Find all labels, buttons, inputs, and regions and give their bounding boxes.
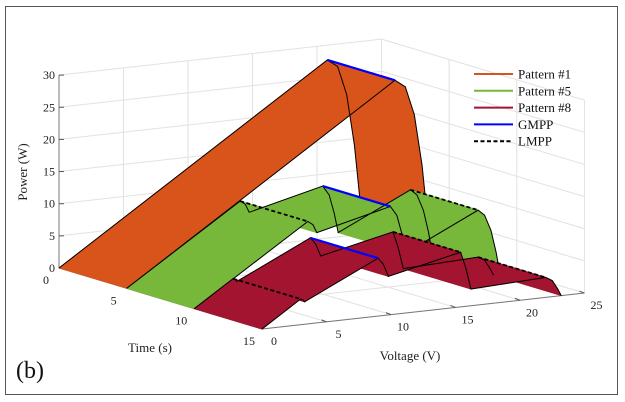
legend-item: LMPP [474,134,552,149]
z-tick-label: 20 [43,132,55,146]
z-tick-label: 30 [43,68,55,82]
legend-label: LMPP [518,134,552,149]
x-axis-line [261,292,585,330]
tick-labels: 0 5 10 15 20 25 30 0 5 10 15 0 5 10 15 20 25 [43,68,602,348]
legend-label: GMPP [518,117,553,132]
y-axis-title: Time (s) [128,340,172,355]
surfaces [58,58,563,330]
x-tick-mark [514,297,521,301]
legend-label: Pattern #8 [518,100,571,115]
gmpp-line [322,185,391,208]
series-pattern-8 [193,231,563,330]
z-tick-label: 25 [43,100,55,114]
z-tick-label: 15 [43,165,55,179]
lmpp-line [239,200,309,223]
grid [58,38,585,330]
curve-edge [126,185,433,289]
x-tick-mark [450,304,456,308]
panel-label: (b) [16,358,44,384]
y-tick-label: 0 [43,273,49,287]
x-tick-label: 25 [590,298,602,312]
lmpp-line [392,231,461,254]
x-tick-label: 5 [335,327,341,341]
gmpp-line [327,58,396,82]
x-tick-label: 0 [271,334,277,348]
lmpp-line [410,188,479,212]
legend-item: Pattern #1 [474,67,571,82]
z-tick-label: 10 [43,197,55,211]
legend-label: Pattern #5 [518,83,571,98]
x-tick-mark [579,290,585,294]
lmpp-line [477,256,547,279]
legend-item: Pattern #8 [474,100,571,115]
x-tick-mark [385,312,392,316]
z-tick-label: 0 [49,261,55,275]
legend-label: Pattern #1 [518,67,571,82]
gridline [58,38,382,76]
x-axis-title: Voltage (V) [380,348,441,363]
x-tick-label: 20 [526,305,538,319]
x-tick-mark [321,319,327,323]
y-tick-label: 10 [175,314,187,328]
gridline [381,102,585,165]
legend-item: Pattern #5 [474,83,571,98]
curve-edge [261,251,562,330]
x-tick-label: 10 [397,320,409,334]
gridline [381,70,585,133]
gmpp-line [310,236,379,260]
figure-frame [5,6,618,395]
lmpp-line [232,277,301,300]
legend-item: GMPP [474,117,553,132]
gridline [381,38,585,101]
y-tick-label: 15 [243,334,255,348]
y-tick-label: 5 [111,293,117,307]
x-tick-label: 15 [461,312,473,326]
z-axis-title: Power (W) [15,143,30,200]
z-tick-label: 5 [49,229,55,243]
